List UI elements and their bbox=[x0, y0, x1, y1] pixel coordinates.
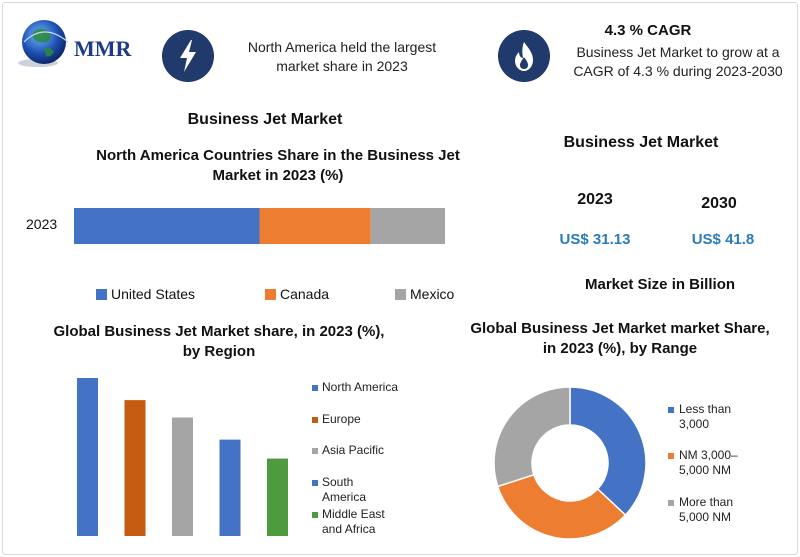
stacked-segment-canada bbox=[259, 208, 371, 244]
donut-slice-0 bbox=[569, 386, 647, 517]
range-donut-svg bbox=[493, 386, 647, 540]
donut-slice-2 bbox=[493, 386, 571, 488]
region-bar-south-america bbox=[219, 439, 241, 536]
region-chart-svg bbox=[77, 378, 288, 536]
legend-canada: Canada bbox=[265, 286, 329, 302]
region-chart bbox=[60, 376, 310, 540]
range-legend-swatch bbox=[668, 453, 674, 459]
cagr-title: 4.3 % CAGR bbox=[604, 22, 692, 39]
stacked-chart-title: North America Countries Share in the Bus… bbox=[96, 147, 460, 184]
range-legend-label: NM 3,000– 5,000 NM bbox=[679, 448, 738, 477]
range-legend-swatch bbox=[668, 407, 674, 413]
legend-label: Mexico bbox=[410, 286, 455, 302]
legend-swatch bbox=[96, 288, 107, 300]
cagr-text: Business Jet Market to grow at a CAGR of… bbox=[573, 44, 783, 79]
legend-mexico: Mexico bbox=[395, 286, 454, 302]
lightning-icon-badge bbox=[162, 30, 214, 82]
legend-label: Canada bbox=[280, 286, 330, 302]
region-legend-swatch bbox=[312, 385, 318, 391]
range-legend-swatch bbox=[668, 500, 674, 506]
legend-united-states: United States bbox=[96, 286, 195, 302]
lightning-icon bbox=[180, 40, 196, 72]
region-legend-swatch bbox=[312, 417, 318, 423]
year-2023: 2023 bbox=[577, 191, 613, 208]
stacked-category-label: 2023 bbox=[26, 216, 58, 232]
legend-swatch bbox=[395, 288, 406, 300]
globe-icon bbox=[18, 20, 69, 67]
donut-slice-1 bbox=[496, 473, 627, 540]
region-legend-swatch bbox=[312, 480, 318, 486]
region-legend-swatch bbox=[312, 512, 318, 518]
stacked-chart-svg bbox=[74, 208, 445, 244]
region-legend-label: Middle East and Africa bbox=[322, 507, 385, 536]
region-legend-label: South America bbox=[322, 475, 367, 504]
market-title: Business Jet Market bbox=[187, 111, 343, 128]
range-legend-label: Less than 3,000 bbox=[679, 402, 732, 431]
region-legend-label: Asia Pacific bbox=[322, 443, 385, 457]
stacked-chart bbox=[22, 208, 482, 248]
value-2023: US$ 31.13 bbox=[559, 231, 631, 248]
region-bar-europe bbox=[124, 400, 146, 536]
region-legend-label: Europe bbox=[322, 412, 361, 426]
value-2030: US$ 41.8 bbox=[691, 231, 755, 248]
stacked-segment-united-states bbox=[74, 208, 260, 244]
region-legend-label: North America bbox=[322, 380, 399, 394]
region-chart-title: Global Business Jet Market share, in 202… bbox=[53, 323, 385, 360]
range-chart-title: Global Business Jet Market market Share,… bbox=[470, 320, 770, 357]
range-donut-chart bbox=[490, 383, 650, 543]
market-size-caption: Market Size in Billion bbox=[584, 276, 736, 293]
logo: MMR bbox=[14, 12, 146, 76]
market-size-title: Business Jet Market bbox=[563, 134, 719, 151]
legend-label: United States bbox=[111, 286, 196, 302]
range-legend-label: More than 5,000 NM bbox=[679, 495, 734, 524]
flame-icon-badge bbox=[498, 30, 550, 82]
logo-text: MMR bbox=[74, 36, 132, 61]
stacked-segment-mexico bbox=[370, 208, 445, 244]
legend-swatch bbox=[265, 288, 276, 300]
region-legend-swatch bbox=[312, 448, 318, 454]
highlight-text: North America held the largest market sh… bbox=[247, 39, 437, 74]
flame-icon bbox=[515, 42, 533, 71]
region-bar-asia-pacific bbox=[172, 417, 193, 536]
region-bar-middle-east-and-africa bbox=[267, 458, 288, 536]
region-bar-north-america bbox=[77, 378, 98, 536]
year-2030: 2030 bbox=[701, 195, 737, 212]
